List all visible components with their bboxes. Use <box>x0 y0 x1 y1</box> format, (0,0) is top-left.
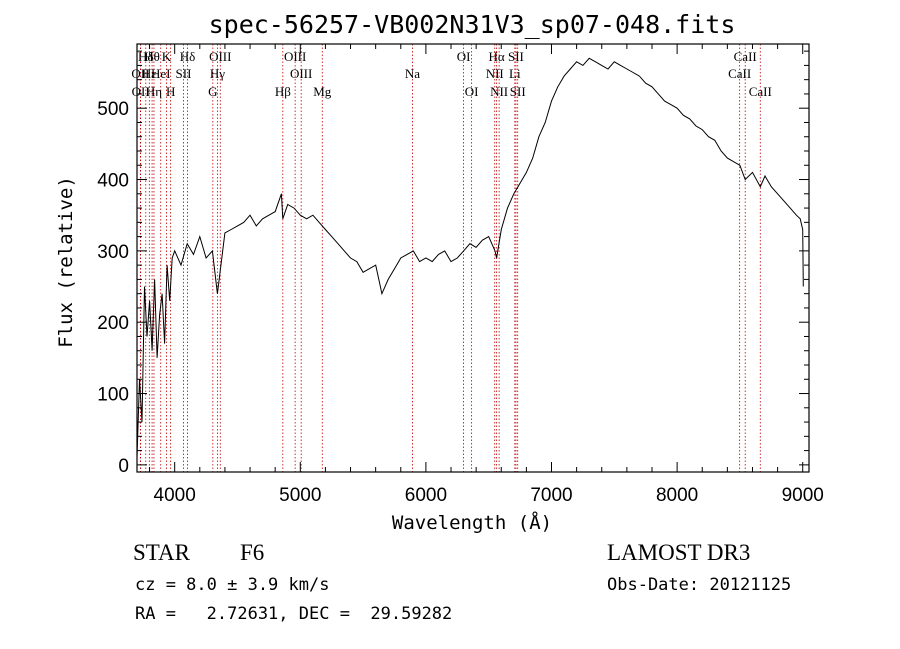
spectral-line-label: Hθ <box>144 49 160 64</box>
spectral-line-label: H <box>166 84 175 99</box>
x-tick-label: 5000 <box>279 485 321 506</box>
ra-dec-coordinates: RA = 2.72631, DEC = 29.59282 <box>135 604 452 624</box>
spectral-line-label: Hη <box>146 84 162 99</box>
spectral-line-label: OIII <box>209 49 231 64</box>
x-tick-label: 4000 <box>154 485 196 506</box>
spectral-line-label: Hε <box>142 66 157 81</box>
spectral-line-label: NII <box>486 66 504 81</box>
y-tick-label: 0 <box>118 456 129 477</box>
spectral-line-label: SII <box>510 84 526 99</box>
x-tick-label: 8000 <box>656 485 698 506</box>
x-tick-label: 9000 <box>782 485 824 506</box>
object-class: STAR <box>133 540 191 565</box>
flux-series-line <box>136 57 804 458</box>
spectral-line-label: HeI <box>151 66 171 81</box>
spectral-line-label: Mg <box>313 84 332 99</box>
redshift-cz: cz = 8.0 ± 3.9 km/s <box>135 575 329 595</box>
spectral-line-label: OI <box>457 49 471 64</box>
spectral-line-label: SII <box>508 49 524 64</box>
spectral-line-label: SII <box>176 66 192 81</box>
x-tick-label: 7000 <box>530 485 572 506</box>
spectral-line-label: G <box>208 84 217 99</box>
spectral-line-label: Na <box>405 66 420 81</box>
spectral-line-label: K <box>162 49 172 64</box>
plot-frame <box>136 43 810 473</box>
spectral-line-label: Li <box>509 66 521 81</box>
spectral-line-label: OIII <box>290 66 312 81</box>
spectral-line-label: Hα <box>489 49 505 64</box>
survey-name: LAMOST DR3 <box>607 540 750 565</box>
spectral-line-label: CaII <box>734 49 757 64</box>
y-tick-label: 400 <box>97 171 129 192</box>
spectral-line-label: Hδ <box>138 49 154 64</box>
spectral-line-markers <box>139 44 761 472</box>
chart-title: spec-56257-VB002N31V3_sp07-048.fits <box>209 10 736 39</box>
y-tick-label: 200 <box>97 313 129 334</box>
axis-tick-labels: 4000 5000 6000 7000 8000 9000 0 100 200 300 400 500 <box>97 99 824 506</box>
y-axis-label: Flux (relative) <box>55 176 77 348</box>
spectral-line-label: CaII <box>749 84 772 99</box>
spectral-line-label: Hδ <box>180 49 196 64</box>
x-axis-label: Wavelength (Å) <box>392 511 552 534</box>
y-tick-label: 500 <box>97 99 129 120</box>
spectral-line-label: NII <box>490 84 508 99</box>
observation-date: Obs-Date: 20121125 <box>607 575 791 595</box>
spectral-line-label: OIII <box>284 49 306 64</box>
spectral-line-label: OI <box>465 84 479 99</box>
spectral-line-label: CaII <box>728 66 751 81</box>
spectral-line-label: Hβ <box>275 84 291 99</box>
y-tick-label: 100 <box>97 385 129 406</box>
spectral-line-label: OII <box>132 84 150 99</box>
axis-ticks <box>137 44 809 472</box>
spectral-line-label: OII <box>131 66 149 81</box>
spectral-line-label: Hγ <box>210 66 225 81</box>
object-subclass: F6 <box>240 540 264 565</box>
x-tick-label: 6000 <box>405 485 447 506</box>
y-tick-label: 300 <box>97 242 129 263</box>
